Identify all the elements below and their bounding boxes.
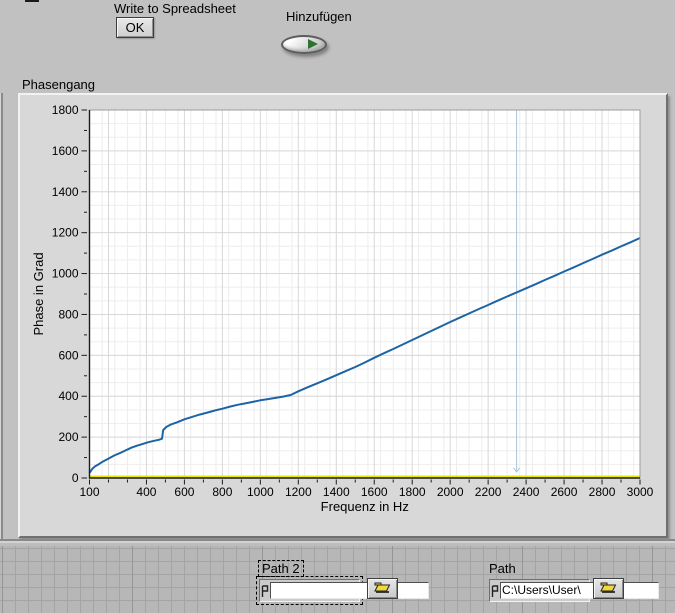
y-axis-title: Phase in Grad	[31, 252, 46, 335]
svg-text:2800: 2800	[589, 485, 616, 499]
path-input[interactable]	[500, 582, 659, 599]
x-axis-title: Frequenz in Hz	[321, 499, 409, 514]
svg-text:1800: 1800	[52, 103, 79, 117]
folder-icon	[599, 581, 618, 597]
svg-text:600: 600	[174, 485, 194, 499]
svg-text:800: 800	[212, 485, 232, 499]
hinzufuegen-toggle[interactable]	[281, 35, 327, 54]
path-browse-button[interactable]	[593, 578, 624, 599]
svg-text:800: 800	[58, 307, 78, 321]
svg-text:400: 400	[58, 389, 78, 403]
svg-text:1200: 1200	[52, 226, 79, 240]
path-label: Path	[489, 561, 516, 576]
svg-text:1400: 1400	[323, 485, 350, 499]
svg-text:2200: 2200	[475, 485, 502, 499]
hinzufuegen-label: Hinzufügen	[286, 9, 352, 24]
svg-text:1600: 1600	[52, 144, 79, 158]
axis-lines	[88, 110, 640, 479]
svg-text:400: 400	[136, 485, 156, 499]
folder-icon	[373, 581, 392, 597]
svg-text:2000: 2000	[437, 485, 464, 499]
svg-text:100: 100	[79, 485, 99, 499]
phasengang-chart: 100 400 600 800 1000 1200 1400 1600 1800 2000 2200…	[31, 103, 654, 514]
chart-cursor[interactable]	[513, 110, 521, 473]
svg-text:1800: 1800	[399, 485, 426, 499]
path2-control[interactable]	[259, 579, 429, 602]
x-axis: 100 400 600 800 1000 1200 1400 1600 1800 2000 2200…	[79, 479, 654, 499]
svg-text:2600: 2600	[551, 485, 578, 499]
svg-text:0: 0	[72, 471, 79, 485]
svg-text:600: 600	[58, 348, 78, 362]
svg-text:1400: 1400	[52, 185, 79, 199]
chart-title: Phasengang	[22, 77, 96, 92]
svg-text:1200: 1200	[285, 485, 312, 499]
svg-text:1000: 1000	[52, 267, 79, 281]
left-panel-edge	[0, 93, 3, 545]
path-type-icon	[490, 580, 500, 601]
svg-text:200: 200	[58, 430, 78, 444]
clipped-object-edge	[25, 0, 39, 2]
path2-selection-marquee	[256, 576, 429, 605]
path-control[interactable]	[489, 579, 659, 602]
write-to-spreadsheet-label: Write to Spreadsheet	[114, 1, 236, 16]
svg-text:3000: 3000	[627, 485, 654, 499]
panel-divider	[0, 539, 675, 546]
path2-label: Path 2	[258, 560, 304, 577]
series-Phasengang	[88, 237, 641, 474]
grid-lines	[89, 110, 640, 478]
toggle-arrow-icon	[308, 39, 318, 49]
path2-input[interactable]	[270, 582, 429, 599]
svg-text:1000: 1000	[247, 485, 274, 499]
svg-text:2400: 2400	[513, 485, 540, 499]
plot-area	[89, 110, 640, 478]
y-axis: 0 200 400 600 800 1000 1200 1400 1600 1800	[52, 103, 87, 485]
svg-text:1600: 1600	[361, 485, 388, 499]
path2-browse-button[interactable]	[367, 578, 398, 599]
ok-button[interactable]: OK	[116, 17, 154, 38]
path-type-icon	[260, 580, 270, 601]
